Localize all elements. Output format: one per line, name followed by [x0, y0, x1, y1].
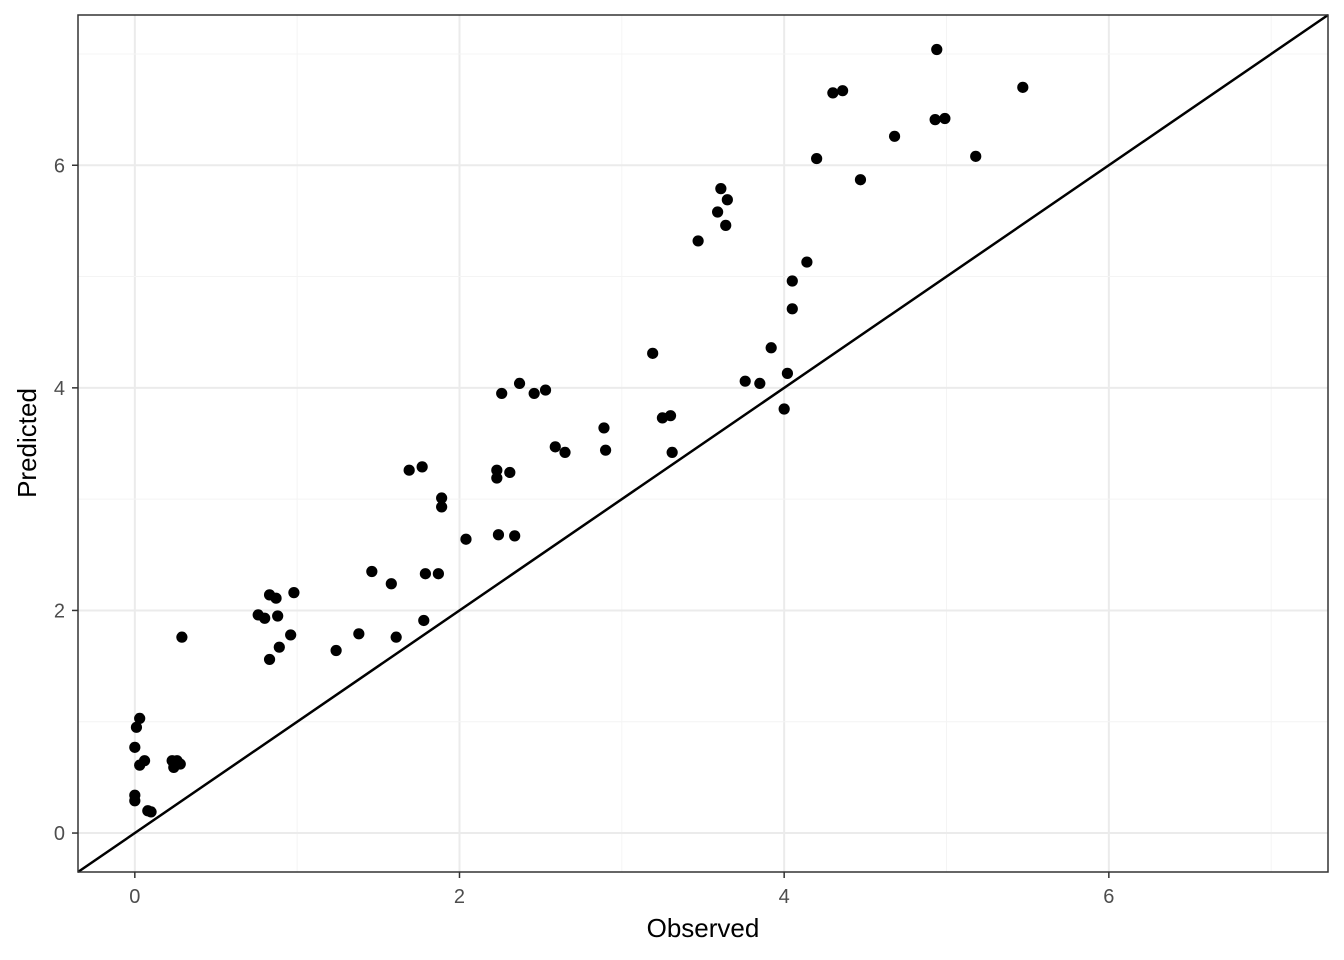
- data-point: [130, 721, 143, 733]
- data-point: [403, 464, 415, 476]
- data-point: [666, 446, 678, 459]
- data-point: [539, 384, 552, 396]
- data-point: [854, 174, 867, 186]
- y-axis-ticks: 0 2 4 6: [54, 155, 78, 845]
- data-point: [492, 529, 505, 541]
- x-tick-label: 4: [779, 886, 790, 908]
- data-point: [549, 441, 561, 453]
- data-point: [259, 612, 271, 624]
- data-point: [174, 758, 186, 770]
- data-point: [385, 578, 397, 590]
- x-tick-label: 2: [454, 886, 465, 908]
- data-point: [739, 375, 751, 387]
- data-point: [664, 410, 677, 422]
- x-axis-title: Observed: [647, 913, 760, 943]
- data-point: [504, 466, 516, 479]
- data-point: [436, 492, 448, 504]
- data-point: [1017, 81, 1029, 93]
- data-point: [765, 342, 777, 354]
- data-point: [134, 712, 146, 725]
- data-point: [931, 43, 943, 56]
- data-points: [129, 43, 1029, 818]
- data-point: [801, 256, 813, 268]
- data-point: [509, 530, 521, 542]
- data-point: [715, 183, 727, 195]
- identity-reference-line: [77, 13, 1329, 874]
- data-point: [786, 275, 798, 287]
- data-point: [491, 464, 503, 476]
- data-point: [491, 472, 503, 484]
- data-point: [432, 568, 444, 580]
- data-point: [416, 461, 428, 473]
- data-point: [647, 347, 659, 359]
- x-tick-label: 0: [129, 886, 140, 908]
- data-point: [419, 568, 432, 580]
- data-point: [138, 755, 151, 767]
- data-point: [970, 150, 982, 162]
- data-point: [176, 631, 188, 643]
- x-tick-label: 6: [1103, 886, 1114, 908]
- data-point: [513, 377, 526, 389]
- data-point: [273, 641, 285, 653]
- y-tick-label: 2: [54, 600, 65, 622]
- data-point: [270, 592, 282, 604]
- data-point: [811, 152, 823, 165]
- data-point: [353, 628, 365, 640]
- data-point: [559, 446, 571, 459]
- x-axis-ticks: 0 2 4 6: [129, 872, 1114, 908]
- data-point: [285, 629, 297, 641]
- data-point: [781, 367, 794, 379]
- data-point: [778, 403, 790, 415]
- y-axis-title: Predicted: [12, 388, 42, 498]
- data-point: [786, 303, 798, 315]
- data-point: [366, 565, 378, 578]
- data-point: [145, 806, 157, 818]
- panel-border: [77, 14, 1329, 873]
- data-point: [692, 235, 704, 247]
- data-point: [837, 85, 849, 97]
- data-point: [390, 631, 402, 643]
- y-tick-label: 4: [54, 378, 65, 400]
- data-point: [598, 422, 610, 434]
- data-point: [496, 387, 508, 400]
- data-point: [436, 501, 448, 513]
- data-point: [721, 194, 733, 206]
- data-point: [129, 741, 141, 753]
- y-tick-label: 0: [54, 823, 65, 845]
- data-point: [528, 387, 540, 400]
- data-point: [712, 206, 724, 218]
- data-point: [288, 587, 300, 599]
- data-point: [263, 653, 276, 666]
- data-point: [599, 444, 612, 456]
- data-point: [272, 610, 284, 622]
- data-point: [129, 795, 141, 807]
- data-point: [754, 377, 766, 389]
- y-tick-label: 6: [54, 155, 65, 177]
- data-point: [720, 219, 732, 231]
- data-point: [460, 533, 472, 545]
- data-point: [330, 644, 342, 657]
- data-point: [827, 87, 839, 99]
- grid: [78, 15, 1328, 872]
- data-point: [929, 114, 941, 126]
- data-point: [939, 112, 951, 125]
- data-point: [418, 614, 430, 627]
- data-point: [888, 130, 901, 142]
